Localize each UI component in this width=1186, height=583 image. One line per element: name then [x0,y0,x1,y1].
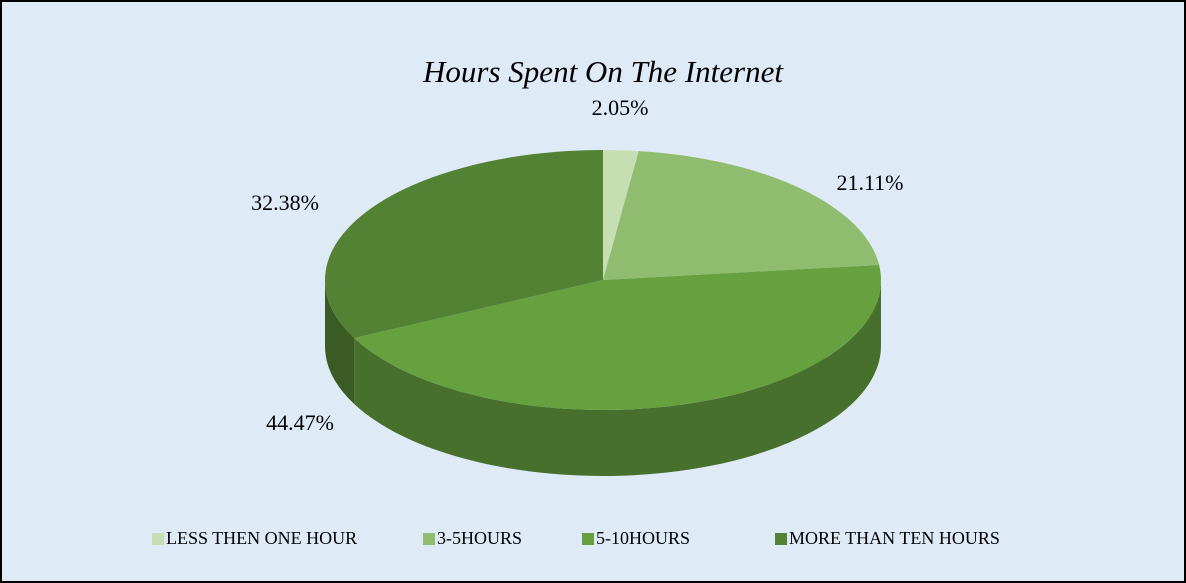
chart-title: Hours Spent On The Internet [422,54,784,89]
legend-label: MORE THAN TEN HOURS [789,528,1000,548]
legend-label: LESS THEN ONE HOUR [166,528,357,548]
legend-label: 3-5HOURS [437,528,522,548]
data-label: 21.11% [836,170,903,195]
data-label: 32.38% [251,190,319,215]
slice-side [354,280,882,476]
slice [603,151,880,280]
data-label: 44.47% [266,410,334,435]
slice [325,150,603,339]
legend-swatch [775,533,787,545]
legend-swatch [152,533,164,545]
legend-swatch [582,533,594,545]
slice [603,150,639,280]
legend-label: 5-10HOURS [596,528,690,548]
slice [354,264,882,410]
slice-side [325,280,355,405]
data-label: 2.05% [592,95,649,120]
legend-swatch [423,533,435,545]
